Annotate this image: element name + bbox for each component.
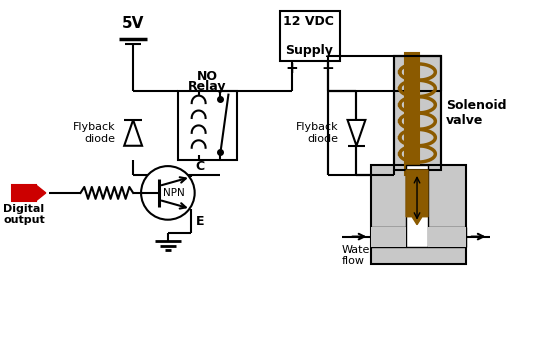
Bar: [371, 165, 466, 264]
Text: Digital
output: Digital output: [3, 204, 45, 225]
Polygon shape: [36, 185, 46, 201]
Text: 12 VDC: 12 VDC: [284, 15, 334, 28]
Text: Flyback
diode: Flyback diode: [73, 122, 115, 144]
Text: 5V: 5V: [122, 16, 145, 31]
Bar: [405, 53, 419, 175]
Text: NPN: NPN: [163, 188, 184, 198]
Bar: [12, 185, 36, 201]
Bar: [394, 56, 441, 170]
Text: E: E: [196, 215, 204, 228]
Bar: [178, 91, 237, 160]
Text: Solenoid
valve: Solenoid valve: [446, 99, 506, 127]
Bar: [428, 227, 466, 247]
Bar: [371, 227, 406, 247]
Text: C: C: [196, 160, 205, 173]
Text: B: B: [146, 186, 156, 199]
Text: −: −: [321, 61, 334, 76]
Polygon shape: [406, 170, 428, 225]
Text: Flyback
diode: Flyback diode: [296, 122, 338, 144]
Text: +: +: [285, 61, 298, 76]
Bar: [280, 11, 340, 61]
Bar: [394, 56, 441, 170]
Text: Relay: Relay: [188, 80, 227, 93]
Text: NO: NO: [197, 70, 218, 83]
Text: Water
flow: Water flow: [342, 244, 375, 266]
Text: Supply: Supply: [285, 44, 333, 58]
Circle shape: [141, 166, 194, 220]
Bar: [406, 165, 428, 247]
